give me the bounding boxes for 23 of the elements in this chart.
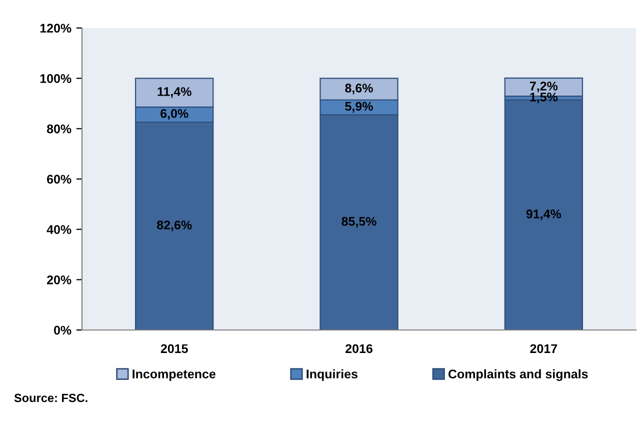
y-tick-label: 60% [47, 174, 72, 184]
legend-label: Inquiries [306, 369, 358, 381]
y-tick-label: 20% [47, 275, 72, 284]
data-label: 91,4% [526, 209, 562, 220]
data-label: 5,9% [345, 102, 373, 113]
x-tick-label: 2017 [530, 344, 558, 354]
data-label: 7,2% [530, 82, 558, 92]
y-tick-label: 80% [46, 124, 72, 134]
data-label: 8,6% [345, 84, 373, 94]
y-tick-label: 100% [40, 74, 72, 83]
x-tick-label: 2016 [346, 344, 372, 354]
y-tick-label: 120% [40, 24, 72, 33]
y-tick-label: 0% [54, 326, 72, 335]
data-label: 82,6% [157, 220, 192, 232]
data-label: 85,5% [342, 216, 376, 228]
legend-label: Incompetence [132, 370, 216, 381]
legend-label: Complaints and signals [448, 369, 588, 381]
x-tick-label: 2015 [160, 344, 188, 354]
data-label: 1,5% [530, 92, 558, 104]
y-tick-label: 40% [46, 225, 72, 234]
source-note: Source: FSC. [14, 394, 88, 402]
data-label: 6,0% [160, 109, 188, 120]
data-label: 11,4% [158, 87, 192, 98]
